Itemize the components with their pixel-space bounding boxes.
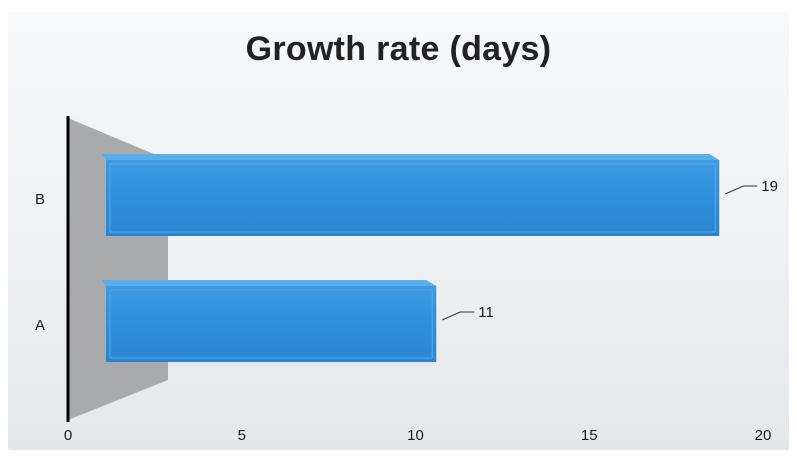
- bar-bevel-B: [109, 163, 716, 233]
- leader-line-B: [725, 185, 758, 195]
- bar-A: [106, 286, 437, 362]
- leader-line-A: [442, 311, 475, 321]
- data-label-B: 19: [761, 178, 778, 195]
- x-tick-label-5: 5: [238, 427, 246, 444]
- data-label-A: 11: [478, 304, 494, 321]
- bar-B: [106, 160, 720, 236]
- x-tick-label-0: 0: [64, 427, 72, 444]
- bar-top-A: [102, 280, 437, 286]
- x-tick-label-15: 15: [581, 427, 598, 444]
- y-tick-label-B: B: [35, 191, 45, 208]
- x-tick-label-10: 10: [407, 427, 424, 444]
- chart-title: Growth rate (days): [245, 30, 552, 68]
- bar-top-B: [102, 154, 720, 160]
- x-tick-label-20: 20: [755, 427, 772, 444]
- bar-bevel-A: [109, 289, 433, 359]
- y-tick-label-A: A: [35, 317, 45, 334]
